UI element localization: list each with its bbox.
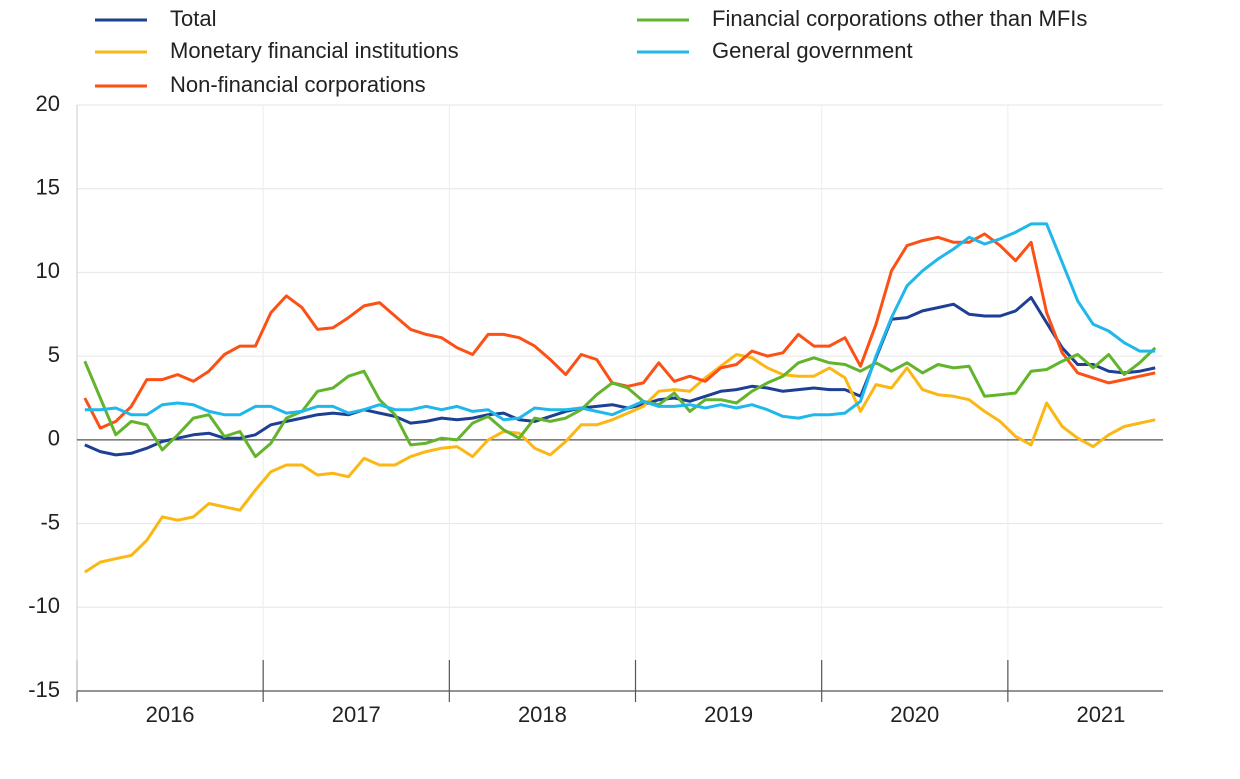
- legend-label: Monetary financial institutions: [170, 38, 459, 63]
- series-line: [84, 222, 1156, 422]
- y-tick-label: 15: [36, 175, 60, 200]
- y-tick-label: -10: [28, 593, 60, 618]
- x-tick-label: 2019: [704, 702, 753, 727]
- legend-label: Financial corporations other than MFIs: [712, 6, 1087, 31]
- y-tick-label: 20: [36, 91, 60, 116]
- y-tick-label: -15: [28, 677, 60, 702]
- x-tick-label: 2020: [890, 702, 939, 727]
- series-line: [84, 296, 1156, 457]
- y-tick-label: 5: [48, 342, 60, 367]
- legend: Total Monetary financial institutions Non-…: [95, 6, 1087, 97]
- series-line: [83, 353, 1156, 574]
- x-tick-label: 2018: [518, 702, 567, 727]
- x-tick-label: 2017: [332, 702, 381, 727]
- x-tick-label: 2016: [146, 702, 195, 727]
- y-tick-label: 0: [48, 426, 60, 451]
- series-line: [83, 232, 1156, 430]
- series-line: [83, 346, 1157, 459]
- legend-label: General government: [712, 38, 913, 63]
- y-tick-label: -5: [40, 509, 60, 534]
- y-tick-label: 10: [36, 258, 60, 283]
- x-tick-label: 2021: [1076, 702, 1125, 727]
- legend-label: Non-financial corporations: [170, 72, 426, 97]
- legend-label: Total: [170, 6, 216, 31]
